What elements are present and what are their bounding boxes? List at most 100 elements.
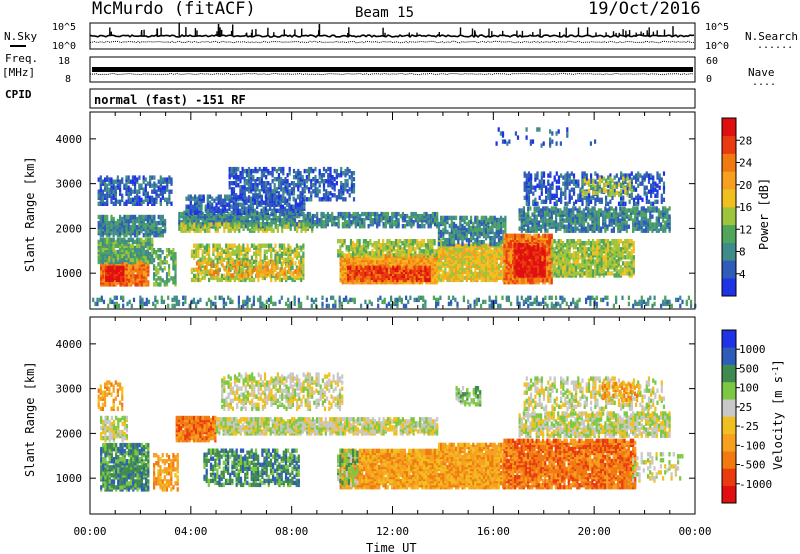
power-cell	[457, 255, 460, 260]
power-cell	[350, 183, 353, 188]
power-cell	[186, 215, 189, 221]
power-cell	[346, 189, 349, 194]
power-cell	[377, 269, 380, 275]
power-cell	[307, 166, 311, 172]
power-cell	[288, 166, 291, 172]
power-cell	[99, 201, 102, 206]
power-cell	[463, 225, 466, 231]
power-cell	[193, 222, 196, 227]
power-cell	[358, 243, 361, 248]
power-cell	[153, 282, 156, 287]
power-cell	[155, 220, 158, 226]
power-cell	[318, 197, 321, 202]
power-cell	[446, 247, 449, 252]
power-cell	[199, 243, 202, 248]
frequency-strip-frame	[89, 56, 696, 83]
power-cell	[142, 214, 145, 220]
power-cell	[241, 185, 244, 190]
power-cell	[121, 220, 124, 226]
power-cell	[368, 275, 371, 281]
power-cell	[97, 189, 100, 194]
power-cell	[149, 183, 152, 188]
power-cell	[268, 259, 271, 264]
power-cell	[271, 166, 274, 172]
power-cell	[243, 261, 246, 266]
power-cell	[254, 193, 257, 198]
power-cell	[218, 222, 222, 227]
freq-tick-top: 18	[58, 56, 70, 67]
power-cell	[186, 222, 189, 227]
power-cell	[472, 263, 475, 268]
power-cell	[252, 187, 255, 192]
power-cell	[455, 215, 458, 221]
power-cell	[265, 243, 268, 248]
power-cell	[287, 247, 290, 252]
power-cell	[227, 211, 230, 217]
power-cell	[195, 222, 198, 227]
power-cell	[151, 189, 154, 194]
power-cell	[112, 185, 115, 190]
power-cell	[153, 264, 156, 269]
power-cell	[254, 185, 257, 190]
power-cell	[261, 259, 264, 264]
power-cell	[372, 273, 375, 279]
nave-tick-bottom: 0	[706, 74, 712, 85]
power-cell	[299, 177, 302, 182]
power-cell	[284, 206, 287, 211]
power-cell	[134, 228, 137, 234]
power-cell	[131, 226, 134, 232]
power-cell	[305, 175, 308, 180]
power-cell	[414, 247, 417, 252]
power-cell	[296, 226, 299, 231]
nave-line	[89, 72, 694, 76]
power-cell	[223, 249, 226, 254]
power-cell	[157, 282, 160, 287]
power-cell	[261, 220, 264, 225]
power-cell	[221, 211, 224, 217]
power-cell	[361, 253, 364, 259]
power-cell	[223, 211, 226, 217]
power-cell	[170, 189, 173, 194]
power-cell	[325, 197, 328, 202]
power-cell	[385, 277, 388, 283]
power-cell	[283, 218, 286, 223]
power-cell	[390, 241, 393, 246]
power-cell	[265, 191, 268, 196]
power-cell	[280, 183, 283, 188]
power-cell	[201, 218, 204, 223]
power-cell	[127, 214, 130, 220]
power-cell	[106, 282, 109, 287]
power-cell	[478, 239, 481, 245]
power-cell	[249, 271, 252, 276]
power-cell	[119, 179, 122, 184]
power-cell	[183, 210, 186, 215]
power-cell	[97, 239, 100, 245]
power-cell	[232, 200, 235, 205]
power-cell	[261, 243, 264, 248]
power-cell	[293, 218, 297, 223]
power-cell	[134, 233, 137, 238]
power-cell	[232, 210, 235, 215]
power-cell	[260, 195, 263, 200]
power-cell	[375, 265, 378, 270]
power-cell	[106, 262, 109, 267]
power-cell	[281, 261, 284, 266]
power-cell	[427, 239, 430, 244]
power-cell	[287, 213, 290, 219]
power-cell	[386, 239, 389, 244]
power-cell	[205, 265, 208, 270]
power-cell	[219, 198, 222, 203]
power-cell	[373, 241, 376, 246]
power-cell	[346, 259, 349, 265]
power-cell	[165, 260, 169, 265]
power-cell	[134, 195, 137, 200]
power-cell	[234, 265, 237, 270]
power-cell	[114, 230, 117, 236]
power-cell	[412, 253, 415, 258]
power-cell	[364, 265, 367, 270]
power-cell	[159, 191, 162, 196]
power-cell	[431, 249, 434, 254]
power-cell	[203, 245, 206, 250]
power-cell	[253, 243, 256, 248]
power-cell	[235, 166, 238, 172]
